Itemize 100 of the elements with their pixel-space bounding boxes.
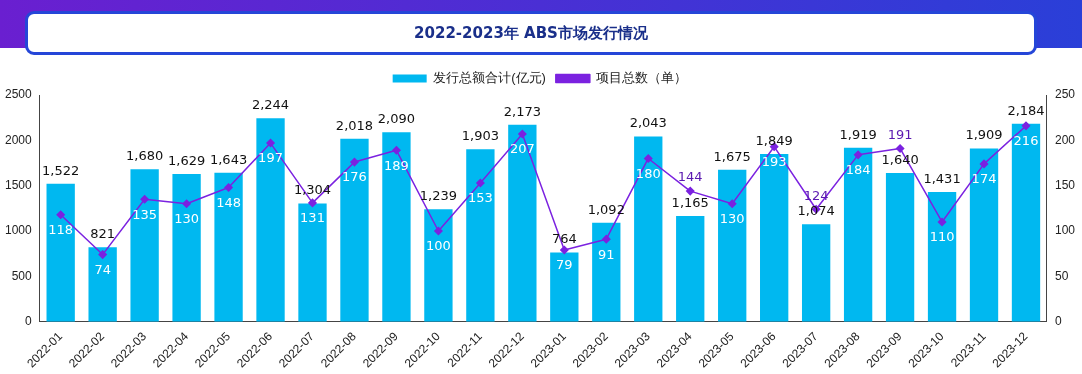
data-label: 135: [132, 206, 158, 222]
y2-tick-label: 150: [1054, 177, 1076, 192]
y-tick-label: 1000: [4, 223, 33, 238]
data-label: 1,431: [923, 170, 961, 186]
data-label: 216: [1013, 133, 1039, 149]
data-label: 130: [174, 211, 199, 227]
point: [182, 199, 191, 209]
data-label: 144: [677, 169, 703, 185]
data-label: 191: [887, 126, 913, 142]
point: [308, 198, 317, 208]
bar: [718, 169, 747, 322]
point: [350, 157, 359, 167]
data-label: 189: [384, 157, 409, 173]
y2-tick-label: 100: [1054, 223, 1076, 238]
bar: [760, 154, 789, 322]
legend-label: 发行总额合计(亿元): [433, 70, 546, 86]
bar: [801, 224, 831, 322]
point: [979, 159, 989, 169]
data-label: 2,184: [1007, 102, 1045, 118]
data-label: 1,849: [755, 132, 793, 148]
point: [224, 183, 233, 192]
point: [853, 150, 863, 160]
data-label: 2,244: [251, 97, 290, 113]
data-label: 2,090: [377, 111, 416, 127]
data-label: 1,074: [797, 203, 835, 219]
point: [434, 226, 443, 236]
bar: [1011, 123, 1041, 322]
data-label: 1,629: [167, 152, 206, 168]
data-label: 153: [467, 190, 493, 206]
point: [602, 234, 611, 244]
bar: [382, 132, 411, 322]
data-label: 1,522: [42, 162, 80, 178]
bar: [634, 136, 663, 322]
bar: [172, 173, 201, 322]
data-label: 207: [509, 141, 535, 157]
point: [937, 217, 947, 227]
y2-tick-label: 200: [1054, 132, 1076, 147]
data-label: 118: [48, 222, 74, 238]
y-tick-label: 500: [11, 268, 33, 283]
bar: [298, 203, 327, 322]
data-label: 193: [761, 154, 787, 170]
bar: [214, 172, 243, 322]
legend-label: 项目总数（单）: [596, 70, 688, 86]
bar: [466, 149, 495, 322]
y2-tick-label: 50: [1054, 268, 1069, 283]
y-tick-label: 1500: [4, 177, 33, 192]
data-label: 1,680: [126, 148, 164, 164]
bar: [340, 138, 369, 322]
data-label: 1,919: [839, 126, 877, 142]
data-label: 1,165: [671, 194, 709, 210]
data-label: 176: [342, 169, 367, 185]
bar: [885, 172, 915, 322]
point: [392, 146, 401, 155]
point: [685, 186, 695, 196]
data-label: 131: [300, 210, 325, 226]
bar: [969, 148, 999, 322]
data-label: 91: [598, 246, 615, 262]
data-label: 2,018: [335, 117, 374, 133]
bar: [256, 118, 285, 322]
data-label: 79: [556, 257, 573, 273]
point: [560, 245, 569, 255]
data-label: 174: [971, 171, 997, 187]
y-tick-label: 2000: [4, 132, 33, 147]
point: [266, 138, 275, 148]
bar: [592, 222, 621, 322]
y2-tick-label: 0: [1054, 313, 1062, 328]
data-label: 1,643: [209, 151, 248, 167]
data-label: 180: [635, 165, 661, 181]
data-label: 184: [845, 162, 871, 178]
data-label: 74: [94, 261, 111, 277]
data-label: 1,909: [965, 127, 1003, 143]
data-label: 2,173: [503, 103, 541, 119]
point: [98, 250, 107, 259]
bar: [927, 191, 957, 322]
bar: [46, 183, 75, 322]
bar: [508, 124, 537, 322]
bar: [550, 252, 579, 322]
point: [518, 129, 527, 139]
data-label: 1,239: [419, 188, 458, 204]
point: [644, 154, 653, 163]
data-label: 197: [258, 150, 283, 166]
data-label: 130: [719, 211, 745, 227]
data-label: 100: [426, 238, 451, 254]
data-label: 148: [216, 194, 241, 210]
data-label: 110: [929, 229, 955, 245]
chart-title: 2022-2023年 ABS市场发行情况: [25, 11, 1037, 55]
data-label: 2,043: [629, 115, 667, 131]
point: [140, 195, 149, 204]
bar: [88, 247, 117, 322]
bar: [130, 169, 159, 322]
point: [476, 178, 485, 188]
y-tick-label: 0: [25, 313, 33, 328]
data-label: 1,903: [461, 128, 499, 144]
point: [727, 199, 737, 209]
point: [895, 144, 905, 153]
bar: [424, 209, 453, 322]
y2-tick-label: 250: [1054, 87, 1076, 102]
point: [1021, 121, 1031, 131]
data-label: 821: [90, 226, 116, 242]
y-tick-label: 2500: [4, 87, 33, 102]
